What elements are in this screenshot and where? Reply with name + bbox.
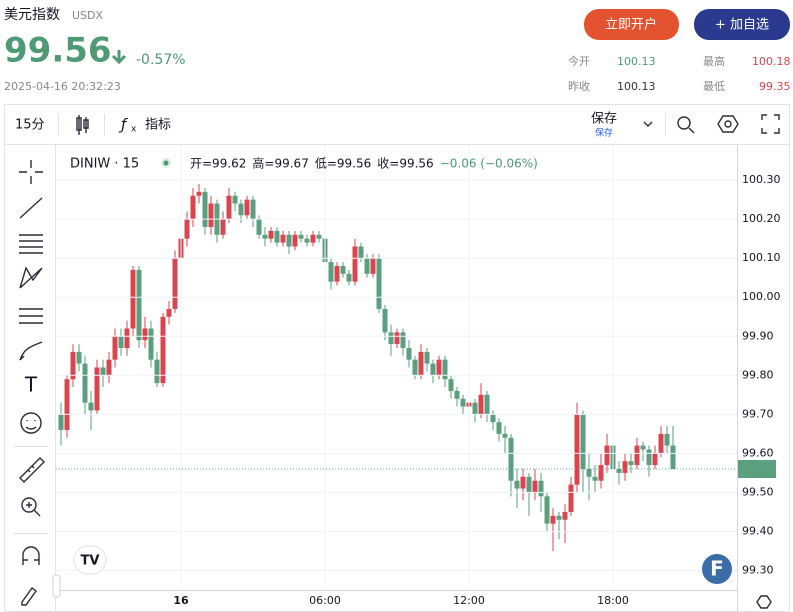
y-tick-label: 100.20 — [742, 212, 781, 225]
open-account-button[interactable] — [584, 9, 679, 40]
last-price-box — [738, 459, 776, 478]
candle-icon[interactable] — [76, 115, 89, 135]
legend-item: 高=99.67 — [252, 156, 308, 171]
trendline-tool[interactable] — [19, 197, 43, 219]
emoji-tool[interactable] — [20, 412, 42, 434]
add-watch-label[interactable]: + 加自选 — [715, 18, 769, 33]
pencil-tool[interactable] — [21, 587, 37, 606]
price: 99.56 — [4, 31, 112, 71]
x-tick-label: 06:00 — [309, 594, 341, 607]
ruler-tool[interactable] — [19, 457, 45, 483]
down-arrow — [111, 50, 127, 65]
stat-label: 最低 — [703, 80, 725, 93]
interval[interactable]: 15分 — [15, 118, 45, 133]
y-tick-label: 99.80 — [742, 368, 774, 381]
y-tick-label: 99.90 — [742, 329, 774, 342]
crosshair-tool[interactable] — [19, 160, 43, 184]
y-tick-label: 99.70 — [742, 407, 774, 420]
alert-icon[interactable] — [677, 116, 691, 130]
stat-label: 最高 — [703, 54, 725, 68]
stat-label: 昨收 — [568, 79, 590, 93]
change: -0.57% — [136, 52, 186, 68]
pattern-tool[interactable] — [19, 266, 43, 289]
indicators[interactable]: 指标 — [145, 118, 171, 133]
y-tick-label: 100.30 — [742, 173, 781, 186]
y-tick-label: 100.10 — [742, 251, 781, 264]
collapse-handle[interactable] — [52, 574, 61, 598]
y-tick-label: 99.60 — [742, 446, 774, 459]
settings-icon[interactable] — [724, 120, 732, 128]
save[interactable]: 保存 — [591, 112, 617, 127]
zoom-tool[interactable] — [26, 502, 41, 517]
fullscreen-icon[interactable] — [761, 114, 780, 134]
alert-icon[interactable] — [688, 127, 695, 134]
zoom-tool[interactable] — [21, 497, 37, 513]
save-sub[interactable]: 保存 — [595, 127, 613, 139]
emoji-tool[interactable] — [25, 420, 37, 430]
legend-item: 低=99.56 — [315, 157, 371, 171]
magnet-tool[interactable] — [22, 546, 40, 565]
f-logo-text: F — [710, 557, 724, 581]
tv-logo-text: TV — [81, 554, 100, 569]
text-tool[interactable]: T — [24, 373, 38, 397]
open-account-label[interactable]: 立即开户 — [605, 17, 657, 33]
axis-settings-icon[interactable] — [756, 595, 772, 609]
f-logo — [702, 554, 732, 584]
fib-tool[interactable] — [19, 234, 43, 254]
tv-logo — [73, 545, 107, 575]
stat-value: 100.13 — [617, 80, 656, 93]
y-tick-label: 100.00 — [742, 290, 781, 303]
y-tick-label: 99.50 — [742, 485, 774, 498]
stat-value: 99.35 — [759, 80, 791, 93]
projection-tool[interactable] — [19, 308, 43, 324]
brush-tool[interactable] — [19, 341, 43, 361]
x-tick-label: 12:00 — [453, 594, 485, 607]
stat-value: 100.13 — [617, 55, 656, 68]
symbol: DINIW · 15 — [70, 157, 139, 172]
add-watch-button[interactable] — [694, 9, 790, 40]
dropdown-icon[interactable] — [643, 121, 653, 127]
fx-icon-x[interactable]: x — [131, 125, 137, 135]
datetime: 2025-04-16 20:32:23 — [4, 80, 121, 93]
x-tick-label: 18:00 — [597, 594, 629, 607]
status-dot — [163, 160, 169, 166]
ohlc-legend: 开=99.62 高=99.67 低=99.56 收=99.56 −0.06 (−0.06… — [190, 156, 538, 171]
title: 美元指数 — [4, 7, 60, 23]
settings-icon[interactable] — [717, 115, 739, 133]
stat-label: 今开 — [568, 54, 590, 68]
legend-item: 开=99.62 — [190, 157, 246, 171]
code: USDX — [72, 9, 104, 22]
fx-icon[interactable]: ƒ — [118, 116, 128, 134]
stat-value: 100.18 — [752, 55, 791, 68]
y-tick-label: 99.30 — [742, 563, 774, 576]
legend-item: 收=99.56 — [377, 157, 433, 171]
x-tick-label: 16 — [173, 594, 189, 607]
y-tick-label: 99.40 — [742, 524, 774, 537]
legend-item: −0.06 (−0.06%) — [440, 157, 538, 171]
